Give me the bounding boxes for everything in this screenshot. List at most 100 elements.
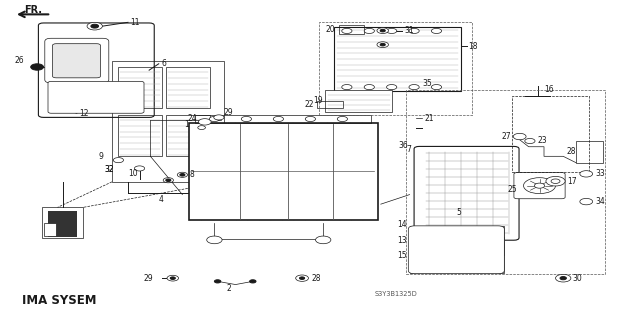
Text: S3Y3B1325D: S3Y3B1325D	[374, 291, 417, 297]
Bar	[112, 61, 224, 182]
Text: 32: 32	[104, 165, 114, 174]
Circle shape	[560, 277, 566, 280]
Text: 28: 28	[566, 147, 576, 156]
Circle shape	[207, 236, 222, 244]
Circle shape	[273, 116, 284, 122]
Circle shape	[241, 116, 252, 122]
Bar	[339, 25, 364, 34]
Bar	[42, 207, 83, 238]
Bar	[319, 22, 472, 115]
Circle shape	[167, 275, 179, 281]
Circle shape	[177, 172, 188, 177]
FancyBboxPatch shape	[38, 23, 154, 117]
Circle shape	[113, 158, 124, 163]
Circle shape	[209, 116, 220, 122]
Text: 29: 29	[144, 274, 154, 283]
Text: 34: 34	[595, 197, 605, 206]
Circle shape	[300, 277, 305, 279]
Bar	[44, 223, 56, 236]
Text: 19: 19	[313, 96, 323, 105]
Circle shape	[377, 42, 388, 48]
Circle shape	[380, 29, 385, 32]
Text: 10: 10	[128, 169, 138, 178]
Bar	[166, 67, 210, 108]
Circle shape	[409, 28, 419, 33]
Circle shape	[305, 116, 316, 122]
Circle shape	[250, 280, 256, 283]
Bar	[118, 115, 162, 156]
Text: 2: 2	[227, 284, 232, 293]
Circle shape	[364, 28, 374, 33]
Text: 27: 27	[501, 132, 511, 141]
Circle shape	[580, 198, 593, 205]
Circle shape	[337, 116, 348, 122]
Circle shape	[198, 126, 205, 130]
Text: 6: 6	[161, 59, 166, 68]
Bar	[195, 115, 371, 123]
Bar	[325, 90, 392, 112]
Text: 30: 30	[572, 274, 582, 283]
Text: 7: 7	[406, 145, 411, 154]
Bar	[189, 123, 378, 220]
Bar	[576, 141, 603, 163]
Bar	[317, 101, 343, 108]
Text: FR.: FR.	[24, 4, 42, 15]
Text: 9: 9	[99, 152, 104, 161]
Text: 20: 20	[326, 25, 335, 34]
Text: 35: 35	[422, 79, 432, 88]
Bar	[166, 115, 210, 156]
Text: 15: 15	[397, 251, 407, 260]
Bar	[334, 27, 461, 91]
Text: 13: 13	[397, 236, 407, 245]
Text: 5: 5	[456, 208, 461, 217]
Text: 29: 29	[224, 108, 234, 117]
Bar	[48, 211, 77, 237]
Text: 4: 4	[159, 195, 164, 204]
FancyBboxPatch shape	[408, 226, 504, 274]
Circle shape	[342, 28, 352, 33]
Circle shape	[91, 24, 99, 28]
Circle shape	[409, 85, 419, 90]
Circle shape	[198, 119, 211, 125]
Text: 8: 8	[189, 170, 194, 179]
FancyBboxPatch shape	[45, 38, 109, 83]
Bar	[189, 123, 378, 220]
Circle shape	[163, 178, 173, 183]
Circle shape	[31, 64, 44, 70]
Text: 31: 31	[404, 26, 414, 35]
Text: 21: 21	[425, 114, 435, 122]
FancyBboxPatch shape	[48, 81, 144, 113]
Text: 26: 26	[14, 56, 24, 65]
Text: 14: 14	[397, 220, 407, 229]
Circle shape	[296, 275, 308, 281]
Circle shape	[364, 85, 374, 90]
Text: 16: 16	[544, 85, 554, 94]
Text: 28: 28	[311, 274, 321, 283]
Text: 22: 22	[304, 100, 314, 109]
Circle shape	[170, 277, 175, 279]
Text: 1: 1	[184, 120, 189, 129]
Circle shape	[214, 280, 221, 283]
FancyBboxPatch shape	[514, 173, 565, 199]
Bar	[410, 237, 504, 255]
Bar	[410, 226, 504, 273]
Text: 36: 36	[398, 141, 408, 150]
Text: IMA SYSEM: IMA SYSEM	[22, 294, 96, 307]
Circle shape	[431, 85, 442, 90]
Circle shape	[316, 236, 331, 244]
Text: 24: 24	[188, 114, 197, 122]
Text: 25: 25	[508, 185, 517, 194]
Text: 23: 23	[538, 137, 547, 145]
Circle shape	[166, 179, 171, 182]
Text: 17: 17	[567, 177, 577, 186]
Circle shape	[431, 28, 442, 33]
Circle shape	[513, 133, 526, 140]
Text: 18: 18	[468, 42, 478, 51]
Circle shape	[377, 28, 388, 33]
Circle shape	[534, 183, 545, 188]
Circle shape	[580, 171, 593, 177]
Circle shape	[380, 43, 385, 46]
FancyBboxPatch shape	[414, 146, 519, 240]
Text: 32: 32	[104, 165, 114, 174]
Text: 12: 12	[79, 109, 89, 118]
